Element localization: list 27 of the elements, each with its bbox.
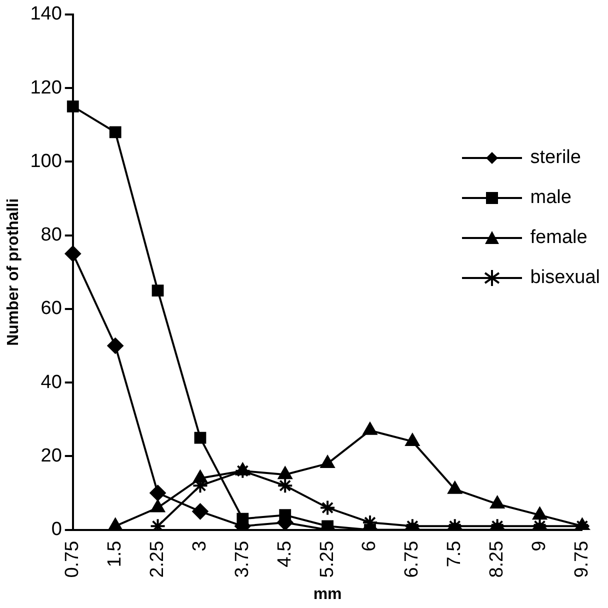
x-tick-label: 2.25	[147, 540, 168, 578]
y-tick-label: 100	[30, 150, 62, 172]
x-tick-label: 7.5	[444, 540, 466, 568]
x-tick-label: 5.25	[316, 540, 338, 578]
legend-label: male	[530, 187, 572, 209]
x-tick-label: 0.75	[62, 540, 84, 578]
y-tick-label: 20	[40, 445, 62, 466]
x-tick-label: 8.25	[486, 540, 508, 578]
x-axis-title: mm	[313, 586, 342, 603]
x-tick-label: 6	[359, 540, 380, 552]
x-tick-label: 3.75	[232, 540, 253, 578]
legend-label: bisexual	[530, 267, 600, 289]
x-tick-label: 6.75	[402, 540, 423, 578]
y-tick-label: 40	[40, 372, 62, 393]
x-tick-label: 9	[528, 540, 550, 552]
x-tick-label: 4.5	[274, 540, 296, 568]
y-tick-label: 140	[30, 4, 62, 25]
x-tick-label: 3	[189, 540, 210, 552]
legend-label: female	[530, 227, 588, 249]
y-tick-label: 80	[40, 224, 62, 246]
y-tick-label: 120	[30, 77, 62, 98]
y-tick-label: 60	[40, 298, 62, 320]
x-tick-label: 1.5	[104, 540, 126, 568]
x-tick-label: 9.75	[571, 540, 592, 578]
y-tick-label: 0	[51, 519, 62, 540]
y-axis-title: Number of prothalli	[5, 198, 22, 346]
legend-label: sterile	[530, 147, 581, 169]
